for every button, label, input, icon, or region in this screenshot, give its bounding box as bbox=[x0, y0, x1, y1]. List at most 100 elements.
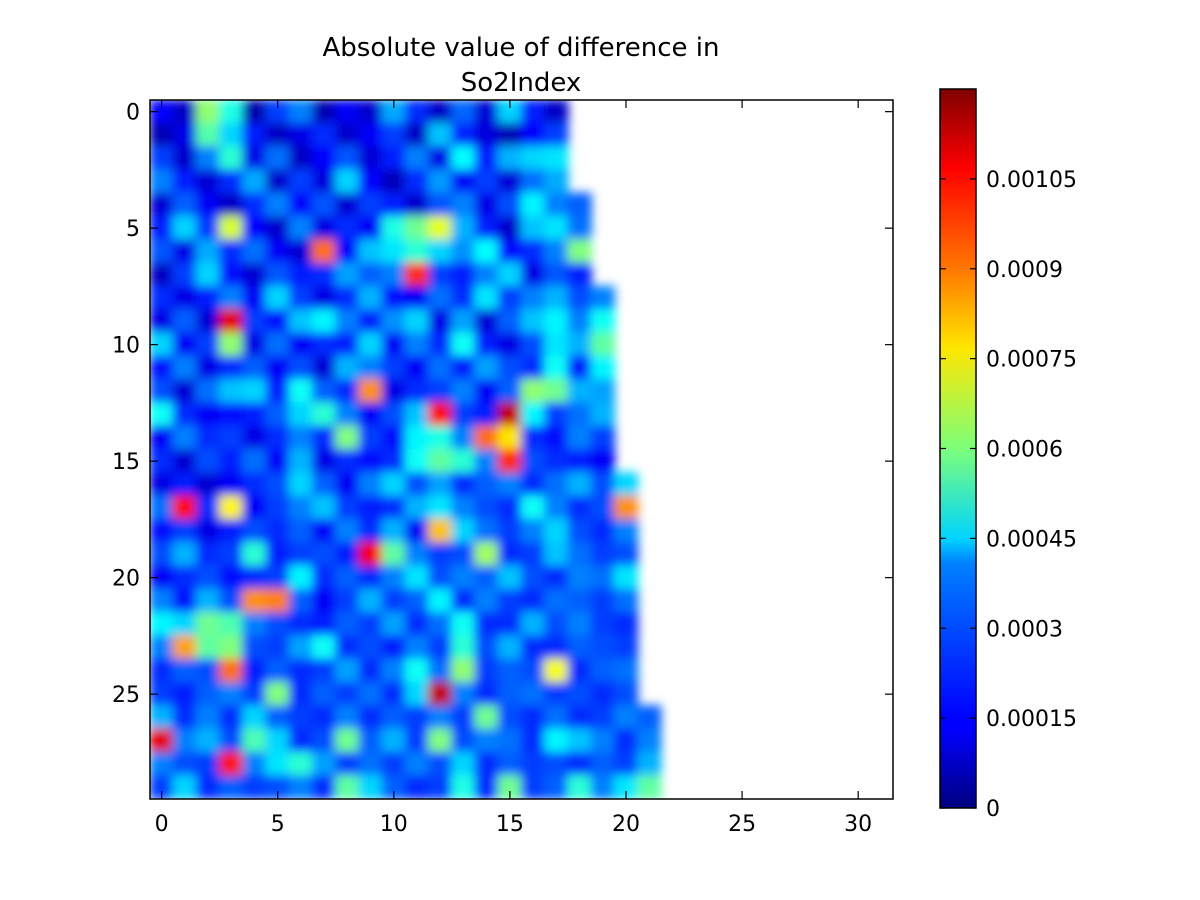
heatmap-cell bbox=[590, 658, 615, 684]
heatmap-cell bbox=[195, 192, 221, 218]
heatmap-cell bbox=[265, 542, 290, 567]
heatmap-cell bbox=[497, 542, 523, 567]
heatmap-cell bbox=[150, 239, 174, 264]
heatmap-cell bbox=[358, 565, 383, 590]
heatmap-cell bbox=[219, 681, 244, 707]
heatmap-cell bbox=[288, 658, 314, 684]
heatmap-cell bbox=[590, 775, 615, 799]
heatmap-cell bbox=[544, 146, 569, 171]
heatmap-cell bbox=[474, 146, 499, 171]
heatmap-cell bbox=[474, 705, 499, 730]
heatmap-cell bbox=[335, 565, 360, 590]
heatmap-cell bbox=[520, 472, 546, 497]
heatmap-cell bbox=[474, 239, 499, 264]
heatmap-cell bbox=[195, 775, 221, 799]
heatmap-cell bbox=[567, 588, 592, 614]
x-tick-label: 5 bbox=[271, 812, 285, 837]
heatmap-cell bbox=[381, 448, 407, 474]
heatmap-cell bbox=[242, 612, 267, 637]
heatmap-cell bbox=[404, 565, 430, 590]
heatmap-cell bbox=[497, 425, 523, 451]
heatmap-cell bbox=[242, 448, 267, 474]
heatmap-cell bbox=[497, 332, 523, 357]
heatmap-cell bbox=[172, 262, 198, 287]
heatmap-cell bbox=[195, 518, 221, 544]
heatmap-cell bbox=[544, 751, 569, 777]
heatmap-cell bbox=[288, 612, 314, 637]
heatmap-cell bbox=[242, 728, 267, 753]
heatmap-cell bbox=[520, 402, 546, 427]
heatmap-cell bbox=[567, 448, 592, 474]
y-tick-label: 20 bbox=[112, 567, 140, 592]
chart-title-line-1: Absolute value of difference in bbox=[323, 33, 720, 63]
heatmap-cell bbox=[265, 332, 290, 357]
heatmap-cell bbox=[381, 565, 407, 590]
heatmap-cell bbox=[172, 448, 198, 474]
heatmap-cell bbox=[288, 122, 314, 148]
heatmap-cell bbox=[219, 355, 244, 381]
heatmap-cell bbox=[451, 751, 476, 777]
heatmap-cell bbox=[358, 169, 383, 194]
heatmap-cell bbox=[404, 215, 430, 241]
heatmap-cell bbox=[219, 425, 244, 451]
heatmap-cell bbox=[172, 122, 198, 148]
heatmap-cell bbox=[544, 355, 569, 381]
heatmap-cell bbox=[544, 379, 569, 404]
heatmap-cell bbox=[544, 728, 569, 753]
heatmap-cell bbox=[567, 728, 592, 753]
heatmap-cell bbox=[150, 728, 174, 753]
heatmap-cell bbox=[358, 518, 383, 544]
heatmap-cell bbox=[428, 215, 453, 241]
heatmap-cell bbox=[195, 728, 221, 753]
heatmap-cell bbox=[404, 472, 430, 497]
heatmap-cell bbox=[288, 262, 314, 287]
heatmap-cell bbox=[311, 285, 337, 311]
heatmap-cell bbox=[381, 239, 407, 264]
heatmap-cell bbox=[451, 192, 476, 218]
heatmap-cell bbox=[474, 379, 499, 404]
heatmap-cell bbox=[590, 705, 615, 730]
heatmap-cell bbox=[358, 728, 383, 753]
heatmap-cell bbox=[544, 775, 569, 799]
heatmap-cell bbox=[613, 472, 639, 497]
heatmap-cell bbox=[497, 309, 523, 334]
heatmap-cell bbox=[358, 309, 383, 334]
heatmap-cell bbox=[288, 285, 314, 311]
heatmap-cell bbox=[474, 565, 499, 590]
heatmap-cell bbox=[520, 658, 546, 684]
heatmap-cell bbox=[242, 215, 267, 241]
heatmap-cell bbox=[404, 775, 430, 799]
heatmap-cell bbox=[265, 285, 290, 311]
heatmap-cell bbox=[451, 239, 476, 264]
heatmap-cell bbox=[567, 565, 592, 590]
heatmap-cell bbox=[520, 612, 546, 637]
heatmap-cell bbox=[358, 612, 383, 637]
heatmap-cell bbox=[451, 495, 476, 520]
colorbar-tick-label: 0.00045 bbox=[986, 527, 1077, 552]
heatmap-cell bbox=[265, 658, 290, 684]
heatmap-cell bbox=[520, 542, 546, 567]
heatmap-cell bbox=[567, 635, 592, 660]
heatmap-cell bbox=[404, 239, 430, 264]
heatmap-cell bbox=[265, 751, 290, 777]
heatmap-cell bbox=[195, 215, 221, 241]
heatmap-cell bbox=[590, 681, 615, 707]
heatmap-cell bbox=[358, 495, 383, 520]
heatmap-cell bbox=[451, 215, 476, 241]
heatmap-cell bbox=[172, 705, 198, 730]
heatmap-cell bbox=[451, 448, 476, 474]
heatmap-cell bbox=[219, 332, 244, 357]
heatmap-cell bbox=[242, 518, 267, 544]
heatmap-cell bbox=[567, 355, 592, 381]
heatmap-cell bbox=[265, 402, 290, 427]
heatmap-cell bbox=[404, 612, 430, 637]
heatmap-cell bbox=[381, 705, 407, 730]
heatmap-cell bbox=[219, 262, 244, 287]
heatmap-cell bbox=[358, 215, 383, 241]
heatmap-cell bbox=[428, 448, 453, 474]
heatmap-cell bbox=[335, 192, 360, 218]
heatmap-cell bbox=[428, 100, 453, 124]
heatmap-cell bbox=[520, 681, 546, 707]
heatmap-cell bbox=[451, 285, 476, 311]
heatmap-cell bbox=[358, 705, 383, 730]
